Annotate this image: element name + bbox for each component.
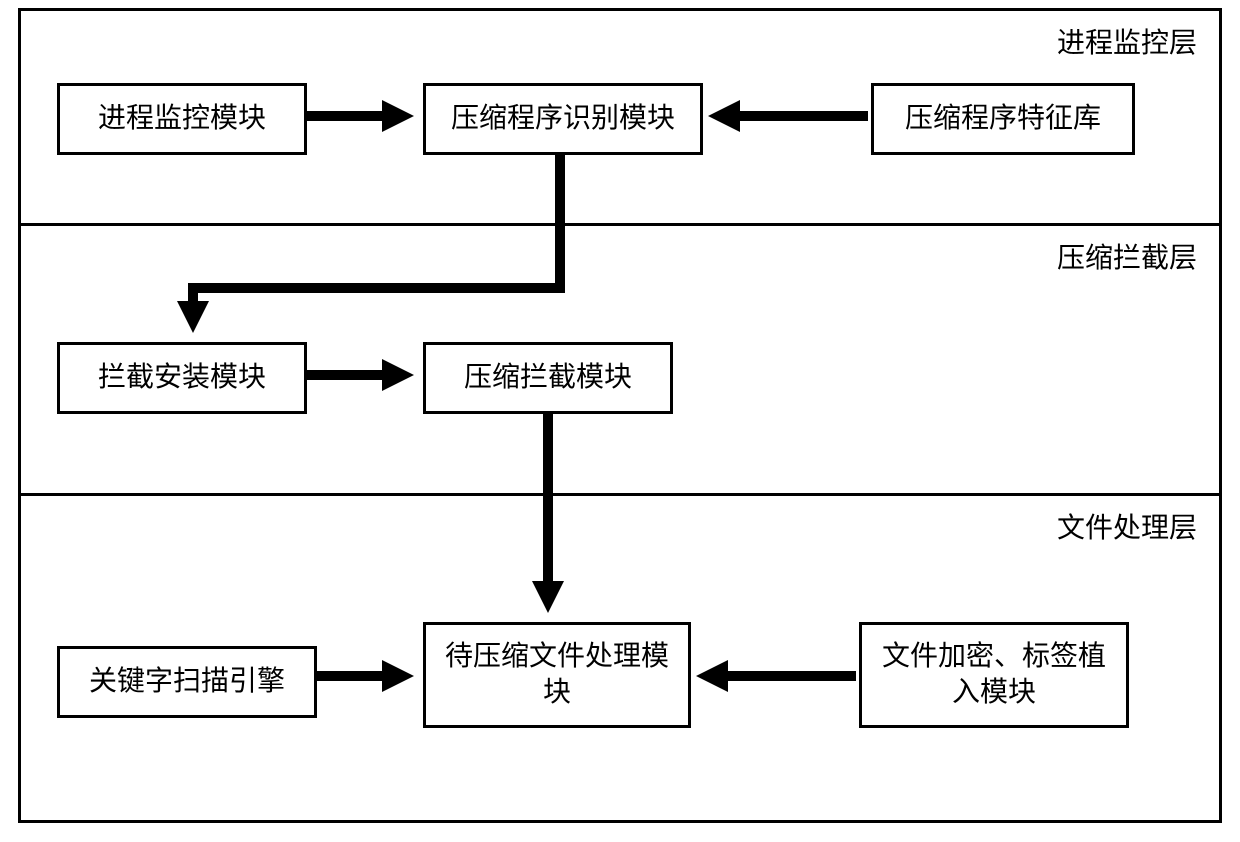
node-label: 进程监控模块	[98, 101, 266, 137]
node-file-encrypt-tag: 文件加密、标签植入模块	[859, 622, 1129, 728]
node-file-process: 待压缩文件处理模块	[423, 622, 691, 728]
node-label: 待压缩文件处理模块	[434, 639, 680, 712]
node-compress-intercept: 压缩拦截模块	[423, 342, 673, 414]
layer-process-monitor: 进程监控层 进程监控模块 压缩程序识别模块 压缩程序特征库	[18, 8, 1222, 223]
layer-file-process: 文件处理层 关键字扫描引擎 待压缩文件处理模块 文件加密、标签植入模块	[18, 493, 1222, 823]
node-compress-recognition: 压缩程序识别模块	[423, 83, 703, 155]
node-label: 关键字扫描引擎	[89, 664, 285, 700]
layer-compress-intercept: 压缩拦截层 拦截安装模块 压缩拦截模块	[18, 223, 1222, 493]
node-intercept-install: 拦截安装模块	[57, 342, 307, 414]
node-label: 拦截安装模块	[98, 360, 266, 396]
layer-1-label: 进程监控层	[1057, 21, 1197, 61]
diagram-container: 进程监控层 进程监控模块 压缩程序识别模块 压缩程序特征库 压缩拦截层 拦截安装…	[18, 8, 1222, 828]
node-label: 压缩拦截模块	[464, 360, 632, 396]
node-label: 文件加密、标签植入模块	[870, 639, 1118, 712]
layer-3-label: 文件处理层	[1057, 506, 1197, 546]
node-compress-feature-lib: 压缩程序特征库	[871, 83, 1135, 155]
node-keyword-scan: 关键字扫描引擎	[57, 646, 317, 718]
node-process-monitor: 进程监控模块	[57, 83, 307, 155]
node-label: 压缩程序特征库	[905, 101, 1101, 137]
layer-2-label: 压缩拦截层	[1057, 236, 1197, 276]
node-label: 压缩程序识别模块	[451, 101, 675, 137]
